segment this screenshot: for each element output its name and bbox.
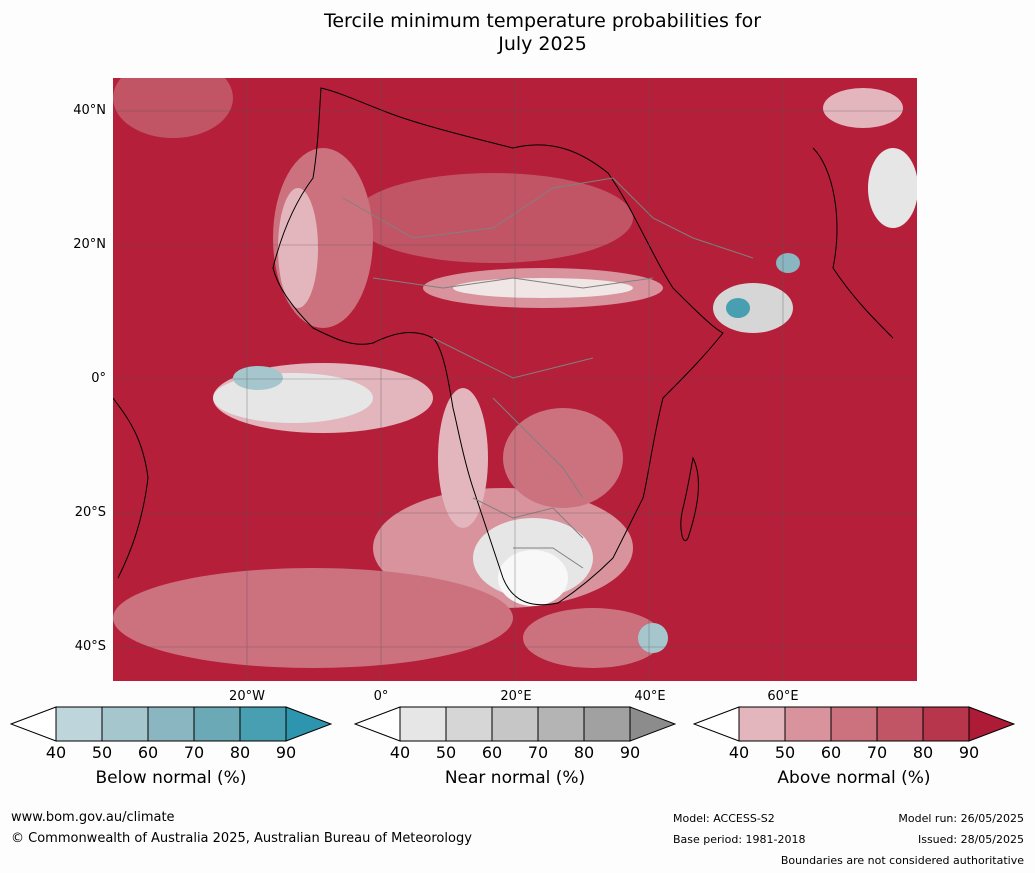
map-svg	[113, 78, 917, 681]
cbar-tick: 40	[45, 743, 67, 762]
colorbar-near-normal-svg	[354, 706, 676, 742]
gridlines	[113, 78, 917, 681]
footer-model-run: Model run: 26/05/2025	[898, 812, 1024, 825]
title-line-2: July 2025	[498, 33, 587, 55]
cbar-tick: 80	[912, 743, 934, 762]
cbar-tick: 50	[435, 743, 457, 762]
probability-map	[113, 78, 917, 681]
cbar-tick: 70	[527, 743, 549, 762]
title-line-1: Tercile minimum temperature probabilitie…	[323, 10, 762, 32]
cbar-tick: 40	[728, 743, 750, 762]
lat-label-40n: 40°N	[73, 103, 106, 118]
chart-title: Tercile minimum temperature probabilitie…	[0, 10, 1035, 56]
cbar-tick: 50	[91, 743, 113, 762]
colorbar-near-label: Near normal (%)	[444, 768, 586, 788]
cbar-tick: 90	[275, 743, 297, 762]
lat-label-20s: 20°S	[74, 505, 106, 520]
colorbar-below-normal-svg	[10, 706, 332, 742]
cbar-tick: 50	[774, 743, 796, 762]
country-borders	[342, 177, 754, 569]
cbar-tick: 80	[229, 743, 251, 762]
footer-copyright: © Commonwealth of Australia 2025, Austra…	[11, 831, 472, 846]
colorbar-above-label: Above normal (%)	[777, 768, 931, 788]
lat-label-0: 0°	[91, 371, 106, 386]
colorbar-near-normal	[354, 706, 676, 742]
lat-label-20n: 20°N	[73, 237, 106, 252]
cbar-tick: 70	[183, 743, 205, 762]
cbar-tick: 90	[958, 743, 980, 762]
cbar-tick: 90	[619, 743, 641, 762]
footer-model: Model: ACCESS-S2	[673, 812, 775, 825]
footer-issued: Issued: 28/05/2025	[917, 833, 1024, 846]
colorbar-above-normal-svg	[693, 706, 1015, 742]
colorbar-above-normal	[693, 706, 1015, 742]
lon-label-20w: 20°W	[229, 689, 265, 704]
footer-base-period: Base period: 1981-2018	[673, 833, 806, 846]
cbar-tick: 70	[866, 743, 888, 762]
colorbar-below-normal	[10, 706, 332, 742]
lon-label-20e: 20°E	[500, 689, 532, 704]
lon-label-40e: 40°E	[634, 689, 666, 704]
lat-label-40s: 40°S	[74, 639, 106, 654]
coastlines	[113, 87, 894, 606]
cbar-tick: 80	[573, 743, 595, 762]
lon-label-60e: 60°E	[767, 689, 799, 704]
colorbar-below-label: Below normal (%)	[95, 768, 247, 788]
cbar-tick: 60	[820, 743, 842, 762]
cbar-tick: 60	[137, 743, 159, 762]
cbar-tick: 60	[481, 743, 503, 762]
footer-boundaries: Boundaries are not considered authoritat…	[780, 854, 1024, 867]
lon-label-0: 0°	[373, 689, 389, 704]
footer-website: www.bom.gov.au/climate	[11, 810, 175, 825]
map-shading	[113, 78, 917, 668]
cbar-tick: 40	[389, 743, 411, 762]
